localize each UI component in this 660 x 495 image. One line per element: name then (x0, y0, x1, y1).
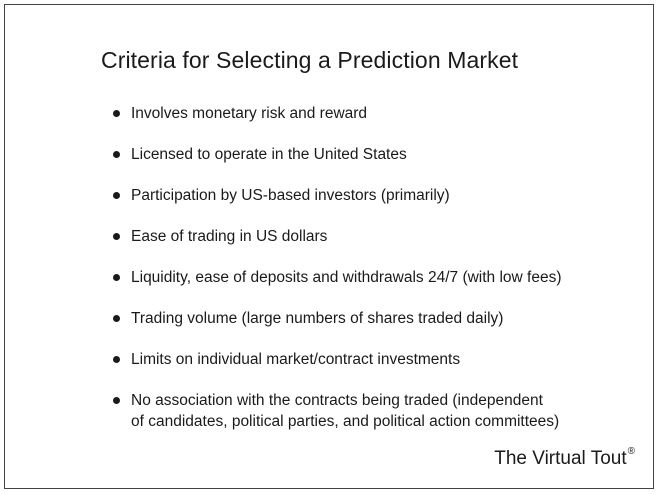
registered-mark: ® (627, 446, 635, 457)
list-item: Ease of trading in US dollars (113, 226, 633, 247)
slide-frame: Criteria for Selecting a Prediction Mark… (4, 4, 654, 489)
brand-name: The Virtual Tout (494, 448, 627, 469)
list-item: Limits on individual market/contract inv… (113, 349, 633, 370)
list-item: Involves monetary risk and reward (113, 103, 633, 124)
slide-title: Criteria for Selecting a Prediction Mark… (101, 47, 519, 73)
bullet-icon (113, 110, 120, 117)
bullet-icon (113, 192, 120, 199)
bullet-icon (113, 356, 120, 363)
list-item-text: Liquidity, ease of deposits and withdraw… (131, 269, 562, 286)
list-item-text: Limits on individual market/contract inv… (131, 351, 461, 368)
list-item-text: Participation by US-based investors (pri… (131, 187, 450, 204)
bullet-icon (113, 274, 120, 281)
list-item-text: Licensed to operate in the United States (131, 146, 407, 163)
bullet-icon (113, 315, 120, 322)
list-item-text: Involves monetary risk and reward (131, 105, 368, 122)
list-item-text: No association with the contracts being … (131, 392, 560, 430)
list-item-text: Trading volume (large numbers of shares … (131, 310, 504, 327)
bullet-icon (113, 151, 120, 158)
bullet-icon (113, 233, 120, 240)
list-item: No association with the contracts being … (113, 390, 633, 432)
list-item: Participation by US-based investors (pri… (113, 185, 633, 206)
brand-logo: The Virtual Tout® (494, 446, 635, 470)
list-item-text: Ease of trading in US dollars (131, 228, 328, 245)
list-item: Trading volume (large numbers of shares … (113, 308, 633, 329)
list-item: Liquidity, ease of deposits and withdraw… (113, 267, 633, 288)
bullet-icon (113, 397, 120, 404)
list-item: Licensed to operate in the United States (113, 144, 633, 165)
criteria-list: Involves monetary risk and reward Licens… (113, 103, 633, 452)
